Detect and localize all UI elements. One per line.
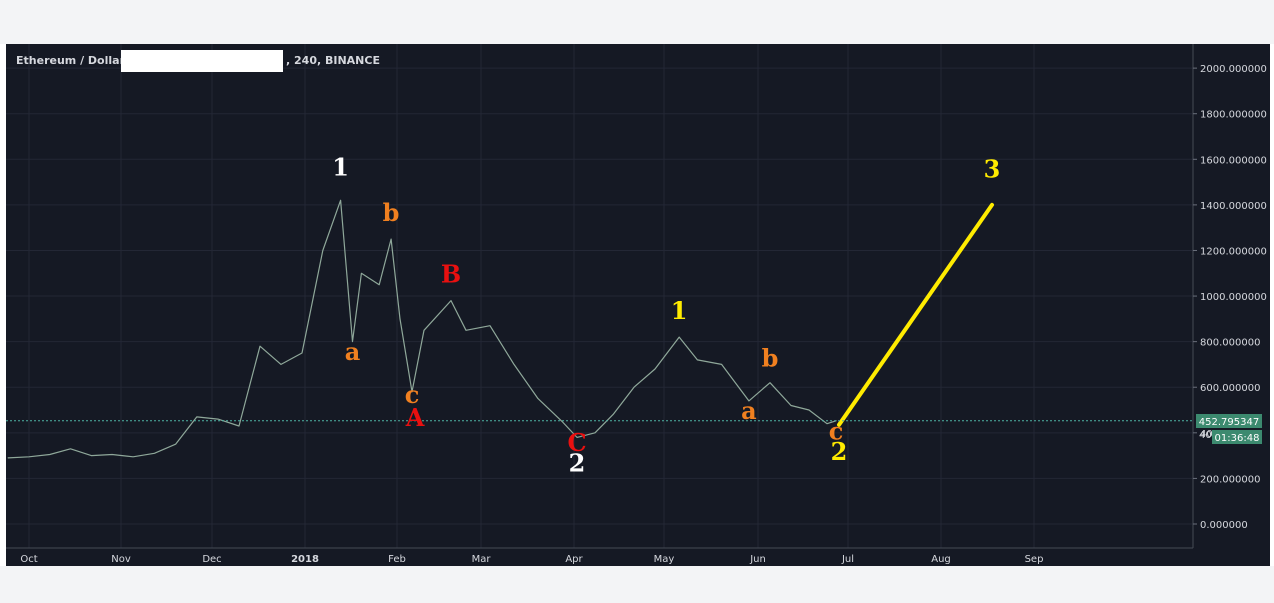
wave-label: 1 (332, 152, 349, 181)
projection-line (837, 202, 994, 427)
symbol-interval-exchange: , 240, BINANCE (286, 54, 380, 67)
symbol-title: Ethereum / Dollar (16, 54, 125, 67)
wave-label: 2 (569, 449, 586, 478)
y-tick-label: 200.000000 (1200, 474, 1260, 485)
partial-axis-label: 40 (1199, 430, 1212, 441)
y-axis-labels: 0.000000200.000000400.000000600.00000080… (1193, 64, 1267, 531)
time-badge-bg (1212, 430, 1262, 444)
wave-label: b (762, 344, 779, 373)
x-tick-label: Dec (202, 554, 221, 565)
grid-lines (6, 44, 1193, 548)
y-tick-label: 600.000000 (1200, 383, 1260, 394)
wave-label: 2 (831, 437, 848, 466)
blurred-footer-area (0, 566, 1274, 603)
wave-label: 3 (984, 155, 1001, 184)
x-tick-label: May (654, 554, 675, 565)
x-tick-label: Mar (472, 554, 492, 565)
wave-label: c (405, 380, 420, 409)
y-tick-label: 1200.000000 (1200, 246, 1267, 257)
y-tick-label: 1000.000000 (1200, 292, 1267, 303)
x-tick-label: Jun (749, 554, 766, 565)
x-tick-label: Oct (20, 554, 37, 565)
price-badge-bg (1196, 414, 1262, 428)
time-badge-text: 01:36:48 (1215, 433, 1260, 444)
redacted-region (121, 50, 283, 72)
x-tick-label: 2018 (291, 554, 319, 565)
y-tick-label: 1400.000000 (1200, 201, 1267, 212)
price-badge: 452.795347 (1196, 414, 1262, 428)
x-tick-label: Jul (841, 554, 854, 565)
wave-label: 1 (671, 296, 688, 325)
wave-label: B (441, 259, 461, 288)
wave-label: C (567, 428, 586, 457)
price-line (7, 199, 837, 459)
x-axis-labels: Oct Nov Dec 2018 Feb Mar Apr May Jun Jul Aug Sep (20, 554, 1043, 565)
blurred-title-area (0, 0, 1274, 44)
x-tick-label: Aug (931, 554, 951, 565)
y-tick-label: 2000.000000 (1200, 64, 1267, 75)
x-tick-label: Sep (1025, 554, 1044, 565)
wave-label: a (741, 396, 757, 425)
wave-label: a (345, 337, 361, 366)
wave-label: c (829, 417, 844, 446)
wave-label: A (405, 403, 425, 432)
price-series (7, 199, 994, 459)
y-tick-label: 1600.000000 (1200, 155, 1267, 166)
y-tick-label: 1800.000000 (1200, 110, 1267, 121)
y-tick-label: 800.000000 (1200, 338, 1260, 349)
price-badge-text: 452.795347 (1199, 417, 1259, 428)
x-tick-label: Feb (388, 554, 406, 565)
time-badge: 40 01:36:48 (1199, 430, 1262, 444)
x-tick-label: Nov (111, 554, 131, 565)
chart-area[interactable] (6, 44, 1270, 566)
wave-label: b (383, 198, 400, 227)
x-tick-label: Apr (565, 554, 583, 565)
y-tick-label: 0.000000 (1200, 520, 1248, 531)
